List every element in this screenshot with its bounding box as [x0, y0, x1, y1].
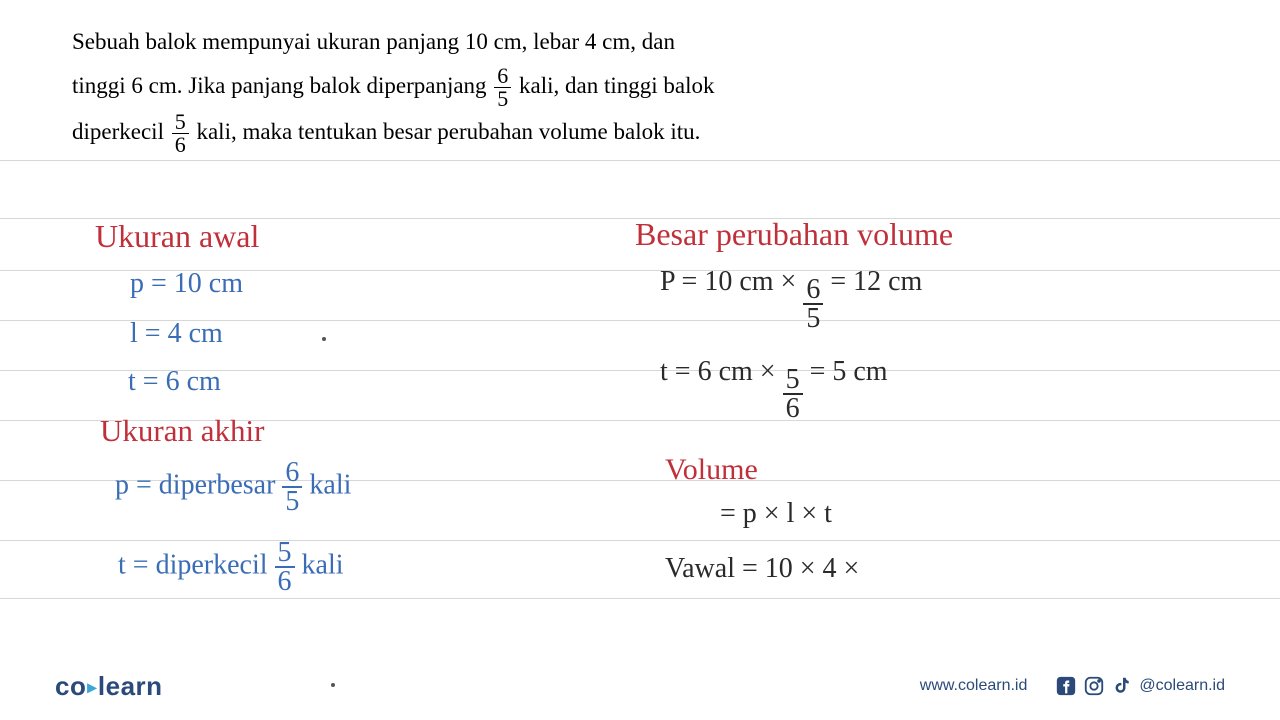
line-t-akhir: t = diperkecil 56 kali: [118, 540, 344, 594]
tiktok-icon: [1111, 675, 1133, 697]
problem-line-2: tinggi 6 cm. Jika panjang balok diperpan…: [72, 64, 772, 110]
heading-volume: Volume: [665, 455, 758, 485]
footer-website: www.colearn.id: [920, 677, 1028, 695]
line-p-akhir: p = diperbesar 65 kali: [115, 460, 351, 514]
dot-mark: [322, 337, 326, 341]
line-t-awal: t = 6 cm: [128, 368, 221, 396]
social-icons: @colearn.id: [1055, 675, 1225, 697]
problem-line-3: diperkecil 56 kali, maka tentukan besar …: [72, 110, 772, 156]
heading-besar-perubahan: Besar perubahan volume: [635, 218, 953, 250]
line-p-awal: p = 10 cm: [130, 270, 243, 298]
line-p-calc: P = 10 cm × 65 = 12 cm: [660, 268, 922, 331]
footer-right: www.colearn.id @colearn.id: [920, 675, 1225, 697]
line-vawal: Vawal = 10 × 4 ×: [665, 555, 859, 583]
line-t-calc: t = 6 cm × 56 = 5 cm: [660, 358, 888, 421]
footer-bar: co▸learn www.colearn.id @colearn.id: [0, 666, 1280, 706]
problem-line-1: Sebuah balok mempunyai ukuran panjang 10…: [72, 20, 772, 64]
facebook-icon: [1055, 675, 1077, 697]
problem-statement: Sebuah balok mempunyai ukuran panjang 10…: [72, 20, 772, 156]
heading-ukuran-akhir: Ukuran akhir: [100, 415, 264, 446]
instagram-icon: [1083, 675, 1105, 697]
line-volume-formula: = p × l × t: [720, 500, 832, 528]
footer-handle: @colearn.id: [1139, 677, 1225, 695]
line-l-awal: l = 4 cm: [130, 320, 223, 348]
heading-ukuran-awal: Ukuran awal: [95, 220, 259, 252]
brand-logo: co▸learn: [55, 671, 163, 702]
